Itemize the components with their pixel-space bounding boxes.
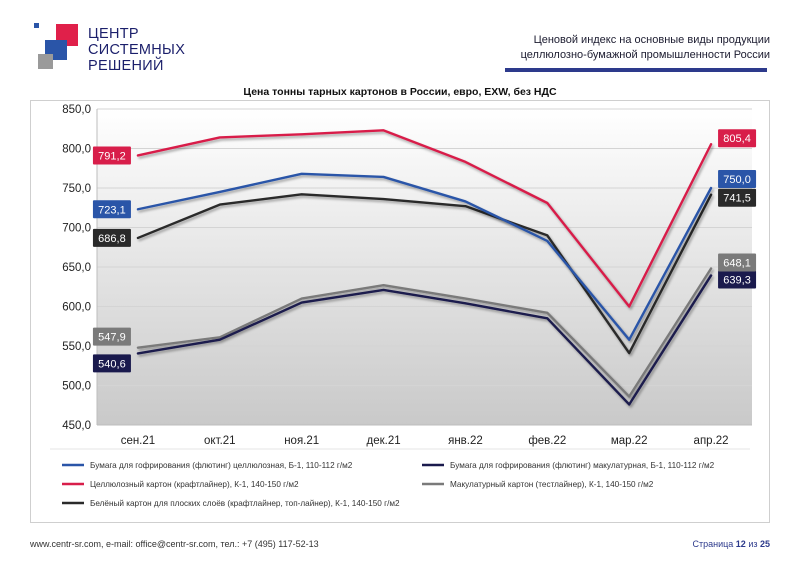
data-label-box [718, 270, 757, 289]
logo-square-small [34, 23, 39, 28]
x-tick-label: мар.22 [611, 435, 648, 447]
data-label-box [718, 170, 757, 188]
data-label: 791,2 [98, 150, 126, 162]
logo-line-2: СИСТЕМНЫХ [88, 42, 186, 58]
data-label-box [92, 200, 131, 219]
logo-text: ЦЕНТР СИСТЕМНЫХ РЕШЕНИЙ [88, 26, 185, 74]
series-line [136, 274, 713, 406]
legend-label: Бумага для гофрирования (флютинг) макула… [450, 461, 715, 470]
line-chart: 450,0 500,0 550,0 600,0 650,0 700,0 750,0 800,0… [50, 104, 757, 508]
page-current: 12 [735, 539, 746, 549]
chart-legend: Бумага для гофрирования (флютинг) целлюл… [50, 448, 750, 508]
page-word: Страница [692, 539, 734, 549]
document-title: Ценовой индекс на основные виды продукци… [440, 33, 770, 63]
page-of: из [748, 539, 758, 549]
y-tick-label: 450,0 [62, 420, 91, 432]
logo-line-1: ЦЕНТР [88, 26, 139, 42]
header-accent-bar [505, 68, 767, 72]
y-tick-label: 550,0 [62, 341, 91, 353]
legend-label: Целлюлозный картон (крафтлайнер), К-1, 1… [90, 480, 299, 489]
y-tick-label: 700,0 [62, 223, 91, 235]
page-indicator: Страница 12 из 25 [692, 539, 770, 549]
y-tick-label: 850,0 [62, 104, 91, 116]
document-title-line-2: целлюлозно-бумажной промышленности Росси… [520, 49, 770, 61]
data-label-box [718, 188, 757, 207]
data-label-box [92, 327, 131, 346]
chart-title: Цена тонны тарных картонов в России, евр… [243, 86, 557, 98]
y-tick-label: 600,0 [62, 302, 91, 314]
logo-line-3: РЕШЕНИЙ [88, 58, 164, 74]
data-label-box [718, 253, 757, 272]
legend-label: Белёный картон для плоских слоёв (крафтл… [90, 499, 400, 508]
x-tick-label: сен.21 [121, 435, 155, 447]
logo-mark-icon [34, 23, 78, 69]
y-tick-label: 800,0 [62, 144, 91, 156]
x-tick-label: янв.22 [448, 435, 483, 447]
data-labels: 723,1 750,0 540,6 639,3 791,2 805,4 547,9 648,1… [92, 129, 757, 373]
x-tick-label: дек.21 [367, 435, 401, 447]
series-line [136, 267, 713, 398]
data-label: 741,5 [723, 193, 751, 205]
x-tick-label: фев.22 [528, 435, 566, 447]
data-label: 723,1 [98, 204, 126, 216]
y-tick-label: 650,0 [62, 262, 91, 274]
y-tick-label: 500,0 [62, 381, 91, 393]
series-line [136, 193, 713, 355]
series-lines [136, 129, 713, 406]
footer-contacts: www.centr-sr.com, e-mail: office@centr-s… [30, 539, 319, 549]
data-label: 750,0 [723, 174, 751, 186]
data-label: 648,1 [723, 258, 751, 270]
y-tick-label: 750,0 [62, 183, 91, 195]
legend-label: Макулатурный картон (тестлайнер), К-1, 1… [450, 480, 654, 489]
logo-square-grey [38, 54, 53, 69]
y-axis: 450,0 500,0 550,0 600,0 650,0 700,0 750,0 800,0… [62, 104, 752, 432]
data-label-box [92, 354, 131, 373]
data-label-box [718, 129, 757, 148]
data-label: 639,3 [723, 274, 751, 286]
page-total: 25 [759, 539, 770, 549]
x-axis: сен.21 окт.21 ноя.21 дек.21 янв.22 фев.22 мар.… [121, 435, 729, 447]
data-label-box [92, 228, 131, 247]
series-line [136, 129, 713, 308]
series-line [136, 172, 713, 341]
data-label: 540,6 [98, 358, 126, 370]
x-tick-label: апр.22 [694, 435, 729, 447]
data-label: 547,9 [98, 332, 126, 344]
legend-label: Бумага для гофрирования (флютинг) целлюл… [90, 461, 353, 470]
x-tick-label: окт.21 [204, 435, 236, 447]
data-label: 805,4 [723, 133, 751, 145]
data-label-box [92, 146, 131, 165]
company-logo [30, 18, 190, 78]
data-label: 686,8 [98, 233, 126, 245]
document-title-line-1: Ценовой индекс на основные виды продукци… [533, 34, 770, 46]
x-tick-label: ноя.21 [284, 435, 319, 447]
